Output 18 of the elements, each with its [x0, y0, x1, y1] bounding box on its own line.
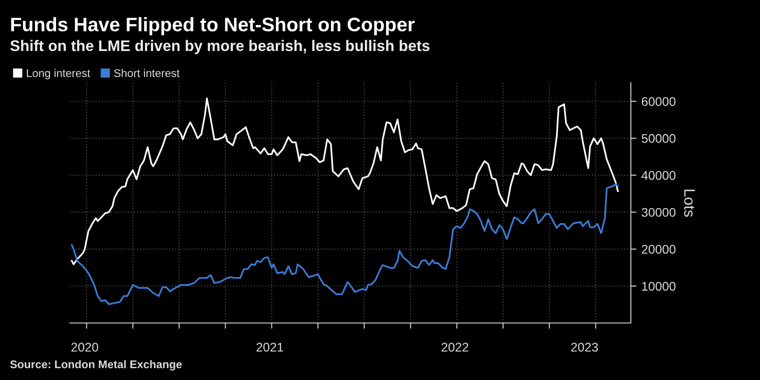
legend-label: Long interest — [26, 68, 90, 80]
x-tick-label: 2023 — [571, 342, 598, 352]
line-series — [70, 98, 619, 266]
x-tick-label: 2020 — [71, 342, 98, 352]
x-tick-label: 2021 — [256, 342, 284, 352]
y-tick-label: 10000 — [642, 282, 676, 291]
y-tick-label: 40000 — [642, 171, 676, 180]
y-tick-label: 20000 — [642, 244, 676, 254]
x-tick-label: 2022 — [442, 342, 468, 352]
y-tick-label: 50000 — [642, 134, 676, 143]
line-series — [70, 183, 619, 305]
legend-label: Short interest — [114, 68, 180, 78]
y-axis-title: Lots — [684, 190, 695, 217]
y-tick-label: 30000 — [642, 208, 676, 217]
y-tick-label: 60000 — [642, 97, 676, 106]
source-note: Source: London Metal Exchange — [10, 360, 182, 370]
chart-title: Funds Have Flipped to Net-Short on Copper — [11, 17, 415, 36]
chart-subtitle: Shift on the LME driven by more bearish, less bullish bets — [10, 40, 430, 54]
